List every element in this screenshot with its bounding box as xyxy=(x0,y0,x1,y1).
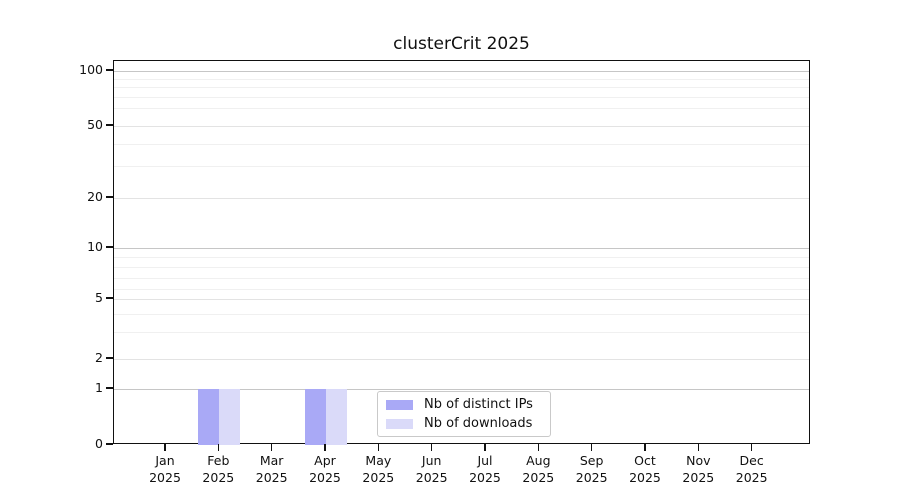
legend-row-downloads: Nb of downloads xyxy=(386,416,542,431)
x-tick-mark xyxy=(697,444,700,451)
x-tick-mark xyxy=(484,444,486,451)
y-tick-mark xyxy=(106,124,113,126)
y-tick-label: 10 xyxy=(87,239,103,254)
y-tick-label: 0 xyxy=(95,436,103,451)
gridline-minor xyxy=(114,332,809,333)
x-tick-label: Jul 2025 xyxy=(469,453,501,485)
x-tick-mark xyxy=(644,444,646,451)
x-tick-mark xyxy=(537,444,540,451)
y-tick-mark xyxy=(106,387,113,389)
gridline-minor xyxy=(114,257,809,258)
gridline-major xyxy=(114,71,809,72)
y-tick-label: 50 xyxy=(87,117,103,132)
x-tick-label: Jun 2025 xyxy=(415,453,448,485)
legend-row-distinct-ips: Nb of distinct IPs xyxy=(386,397,542,412)
x-tick-label: Dec 2025 xyxy=(735,453,768,485)
gridline-major xyxy=(114,126,809,127)
gridline-major xyxy=(114,389,809,390)
x-tick-label: Oct 2025 xyxy=(629,453,661,485)
gridline-minor xyxy=(114,96,809,98)
bar-distinct-ips xyxy=(198,389,220,445)
y-tick-label: 100 xyxy=(79,62,103,77)
y-tick-mark xyxy=(106,246,113,248)
gridline-major xyxy=(114,248,809,249)
x-tick-mark xyxy=(164,444,166,451)
y-tick-mark xyxy=(106,357,113,359)
x-tick-mark xyxy=(217,444,220,451)
y-tick-label: 20 xyxy=(87,189,103,204)
gridline-minor xyxy=(114,87,809,88)
x-tick-label: Nov 2025 xyxy=(682,453,715,485)
x-tick-label: Apr 2025 xyxy=(309,453,341,485)
bar-downloads xyxy=(219,389,241,445)
bar-distinct-ips xyxy=(304,389,326,445)
x-tick-mark xyxy=(750,444,753,451)
y-tick-mark xyxy=(106,196,113,198)
x-tick-mark xyxy=(377,444,380,451)
y-tick-mark xyxy=(106,443,113,445)
gridline-minor xyxy=(114,143,809,145)
chart-title: clusterCrit 2025 xyxy=(393,34,530,54)
x-tick-label: Aug 2025 xyxy=(522,453,555,485)
x-tick-label: Jan 2025 xyxy=(149,453,181,485)
gridline-minor xyxy=(114,314,809,315)
gridline-minor xyxy=(114,108,809,109)
bar-downloads xyxy=(325,389,347,445)
gridline-major xyxy=(114,359,809,360)
y-tick-label: 1 xyxy=(95,380,103,395)
y-tick-label: 2 xyxy=(95,350,103,365)
plot-area xyxy=(113,60,810,445)
y-tick-label: 5 xyxy=(95,290,103,305)
gridline-minor xyxy=(114,289,809,290)
x-tick-label: Feb 2025 xyxy=(202,453,235,485)
legend-label-distinct-ips: Nb of distinct IPs xyxy=(424,397,533,412)
x-tick-label: Sep 2025 xyxy=(575,453,608,485)
legend-swatch-distinct-ips xyxy=(386,399,413,410)
y-tick-mark xyxy=(106,69,113,71)
x-tick-label: Mar 2025 xyxy=(255,453,288,485)
gridline-minor xyxy=(114,278,809,279)
y-tick-mark xyxy=(106,297,113,299)
gridline-major xyxy=(114,299,809,300)
gridline-minor xyxy=(114,267,809,268)
gridline-minor xyxy=(114,78,809,80)
x-tick-mark xyxy=(430,444,433,451)
x-tick-mark xyxy=(324,444,326,451)
gridline-major xyxy=(114,198,809,199)
x-tick-label: May 2025 xyxy=(362,453,395,485)
legend-swatch-downloads xyxy=(386,418,413,429)
legend-label-downloads: Nb of downloads xyxy=(424,416,533,431)
x-tick-mark xyxy=(590,444,593,451)
legend: Nb of distinct IPs Nb of downloads xyxy=(377,391,551,437)
x-tick-mark xyxy=(270,444,273,451)
gridline-minor xyxy=(114,166,809,167)
